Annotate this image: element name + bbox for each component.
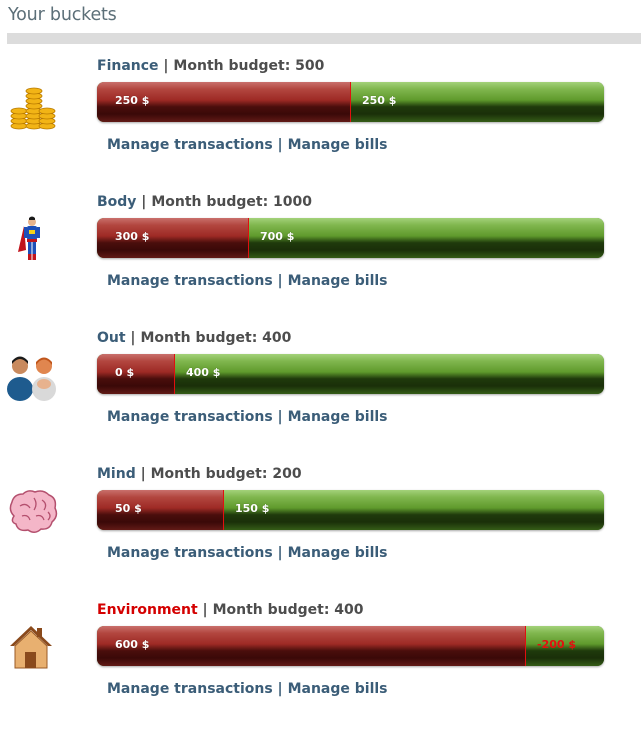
bucket-name[interactable]: Body [97,194,137,210]
bucket-name[interactable]: Finance [97,58,159,74]
bucket-header: Mind | Month budget: 200 [97,466,302,482]
manage-transactions-link[interactable]: Manage transactions [107,409,273,425]
budget-bar: 50 $ 150 $ [97,490,604,530]
bucket-header: Finance | Month budget: 500 [97,58,325,74]
remaining-segment [526,626,604,666]
spent-segment [97,218,249,258]
month-budget: Month budget: 400 [140,330,292,346]
month-budget: Month budget: 200 [150,466,302,482]
manage-transactions-link[interactable]: Manage transactions [107,137,273,153]
bucket-environment: Environment | Month budget: 400 600 $ -2… [0,602,641,738]
remaining-segment [249,218,604,258]
remaining-amount: 250 $ [362,94,397,107]
bucket-name[interactable]: Mind [97,466,136,482]
manage-transactions-link[interactable]: Manage transactions [107,545,273,561]
remaining-amount: 150 $ [235,502,270,515]
spent-amount: 250 $ [115,94,150,107]
bucket-name[interactable]: Environment [97,602,198,618]
bucket-name[interactable]: Out [97,330,126,346]
budget-bar: 250 $ 250 $ [97,82,604,122]
bucket-links: Manage transactions | Manage bills [107,409,388,425]
spent-segment [97,626,526,666]
coins-icon [4,82,60,138]
manage-transactions-link[interactable]: Manage transactions [107,273,273,289]
remaining-segment [175,354,604,394]
spent-segment [97,82,351,122]
house-icon [4,622,60,678]
people-icon [4,348,60,404]
manage-bills-link[interactable]: Manage bills [287,137,388,153]
budget-bar: 0 $ 400 $ [97,354,604,394]
bucket-header: Out | Month budget: 400 [97,330,292,346]
month-budget: Month budget: 1000 [151,194,313,210]
spent-segment [97,354,175,394]
bucket-links: Manage transactions | Manage bills [107,273,388,289]
brain-icon [4,486,60,542]
bucket-out: Out | Month budget: 400 0 $ 400 $ Manage… [0,330,641,466]
bucket-body: Body | Month budget: 1000 300 $ 700 $ Ma… [0,194,641,330]
page-title: Your buckets [8,5,117,25]
month-budget: Month budget: 400 [212,602,364,618]
bucket-finance: Finance | Month budget: 500 250 $ 250 $ … [0,58,641,194]
manage-bills-link[interactable]: Manage bills [287,681,388,697]
spent-segment [97,490,224,530]
spent-amount: 600 $ [115,638,150,651]
bucket-mind: Mind | Month budget: 200 50 $ 150 $ Mana… [0,466,641,602]
remaining-amount: 400 $ [186,366,221,379]
bucket-links: Manage transactions | Manage bills [107,137,388,153]
manage-bills-link[interactable]: Manage bills [287,409,388,425]
manage-bills-link[interactable]: Manage bills [287,273,388,289]
remaining-segment [224,490,604,530]
bucket-header: Body | Month budget: 1000 [97,194,313,210]
budget-bar: 600 $ -200 $ [97,626,604,666]
bucket-links: Manage transactions | Manage bills [107,545,388,561]
spent-amount: 300 $ [115,230,150,243]
manage-transactions-link[interactable]: Manage transactions [107,681,273,697]
title-divider [7,33,641,44]
remaining-amount: -200 $ [537,638,577,651]
spent-amount: 50 $ [115,502,142,515]
bucket-links: Manage transactions | Manage bills [107,681,388,697]
bucket-header: Environment | Month budget: 400 [97,602,364,618]
manage-bills-link[interactable]: Manage bills [287,545,388,561]
budget-bar: 300 $ 700 $ [97,218,604,258]
superhero-icon [4,212,60,268]
spent-amount: 0 $ [115,366,135,379]
month-budget: Month budget: 500 [173,58,325,74]
remaining-amount: 700 $ [260,230,295,243]
remaining-segment [351,82,604,122]
